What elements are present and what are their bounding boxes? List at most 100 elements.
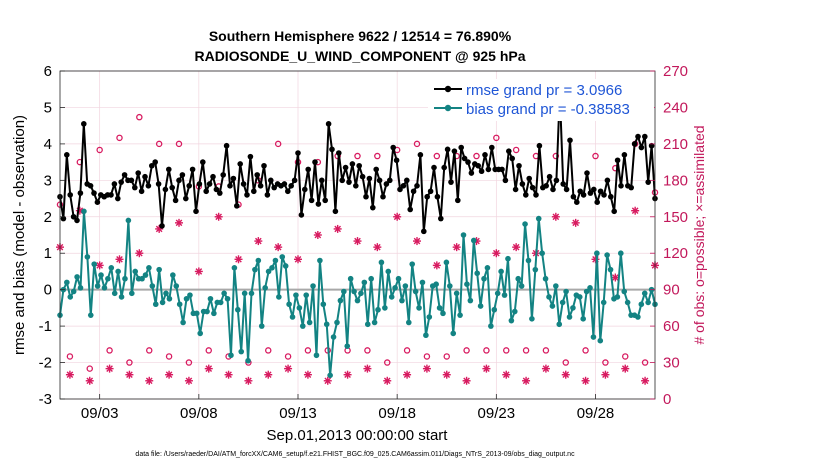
obs-assimilated-marker [462, 376, 471, 385]
rmse-point [183, 195, 189, 202]
y-right-tick-label: 60 [663, 318, 680, 335]
bias-point [286, 301, 292, 308]
rmse-point [220, 172, 226, 178]
obs-assimilated-marker [313, 231, 322, 239]
rmse-point [373, 166, 380, 173]
bias-point [125, 217, 132, 224]
obs-assimilated-marker [581, 376, 590, 385]
rmse-point [631, 141, 638, 147]
rmse-point [70, 213, 77, 220]
rmse-point [465, 159, 471, 165]
bias-point [170, 272, 176, 278]
rmse-point [451, 148, 458, 154]
rmse-point [434, 193, 441, 200]
rmse-point [128, 177, 135, 184]
rmse-point [461, 155, 468, 162]
rmse-point [176, 177, 182, 184]
bias-point [604, 252, 610, 258]
rmse-point [315, 201, 322, 207]
rmse-point [438, 215, 444, 222]
rmse-point [186, 183, 192, 189]
bias-point [607, 266, 614, 273]
bias-point [118, 294, 125, 300]
obs-assimilated-marker [413, 237, 421, 246]
bias-point [231, 265, 238, 271]
obs-assimilated-marker [522, 376, 531, 385]
bias-point [491, 306, 498, 313]
bias-point [515, 275, 522, 282]
bias-point [481, 275, 487, 282]
bias-point [81, 208, 87, 215]
bias-point [498, 268, 504, 275]
bias-point [351, 288, 357, 295]
bias-point [467, 297, 474, 304]
legend-rmse-marker [444, 85, 452, 93]
bias-point [187, 292, 193, 298]
bias-point [371, 319, 378, 326]
bias-point [368, 275, 374, 282]
bias-point [385, 268, 392, 275]
rmse-point [77, 190, 84, 196]
obs-possible-marker [165, 353, 173, 360]
rmse-point [363, 193, 369, 200]
bias-point [159, 299, 166, 306]
data-file-footnote: data file: /Users/raeder/DAI/ATM_forcXX/… [135, 451, 575, 458]
rmse-point [580, 192, 587, 198]
rmse-point [444, 146, 451, 153]
obs-possible-marker [96, 146, 103, 154]
rmse-point [485, 166, 492, 173]
obs-possible-marker [126, 359, 133, 366]
obs-assimilated-marker [541, 364, 550, 373]
rmse-point [642, 133, 648, 140]
obs-possible-marker [552, 152, 560, 160]
bias-point [193, 310, 200, 317]
rmse-point [121, 172, 128, 178]
obs-possible-marker [86, 365, 94, 372]
bias-point [265, 268, 272, 275]
rmse-point [152, 159, 158, 165]
bias-point [166, 295, 173, 302]
obs-possible-marker [185, 359, 193, 366]
rmse-point [390, 144, 397, 151]
y-axis-left: -3 -2 -1 0 1 2 3 4 5 6 [39, 63, 65, 408]
bias-point [484, 265, 491, 271]
rmse-point [512, 186, 519, 193]
obs-possible-marker [264, 347, 272, 354]
rmse-point [533, 192, 539, 198]
plot-frame [59, 70, 656, 400]
bias-point [535, 215, 542, 222]
bias-point [228, 352, 234, 359]
obs-assimilated-marker [175, 218, 183, 227]
rmse-point [67, 192, 73, 198]
rmse-point [478, 168, 485, 175]
bias-point [207, 295, 214, 302]
obs-assimilated-marker [512, 243, 521, 252]
x-tick-label: 09/18 [378, 405, 416, 422]
bias-point [382, 305, 388, 311]
legend-bias-marker [444, 104, 452, 112]
bias-point [529, 316, 535, 322]
rmse-point [213, 186, 220, 193]
bias-point [241, 290, 248, 297]
bias-point [556, 321, 563, 328]
bias-point [638, 301, 645, 308]
obs-assimilated-marker [184, 376, 193, 385]
rmse-point [383, 181, 390, 187]
bias-point [306, 319, 313, 326]
y-right-tick-label: 120 [663, 245, 688, 262]
bias-point [358, 290, 364, 297]
rmse-point [268, 177, 274, 184]
y-tick-label: 5 [44, 99, 52, 116]
y-right-tick-label: 270 [663, 63, 688, 80]
obs-assimilated-marker [393, 212, 402, 221]
rmse-point [550, 186, 556, 193]
bias-point [426, 314, 433, 320]
bias-point [180, 319, 186, 326]
rmse-point [567, 137, 573, 144]
chart-subtitle: RADIOSONDE_U_WIND_COMPONENT @ 925 hPa [194, 48, 525, 64]
obs-assimilated-marker [561, 370, 570, 379]
obs-assimilated-marker [125, 370, 134, 379]
bias-point [525, 257, 532, 264]
rmse-point [587, 190, 594, 196]
